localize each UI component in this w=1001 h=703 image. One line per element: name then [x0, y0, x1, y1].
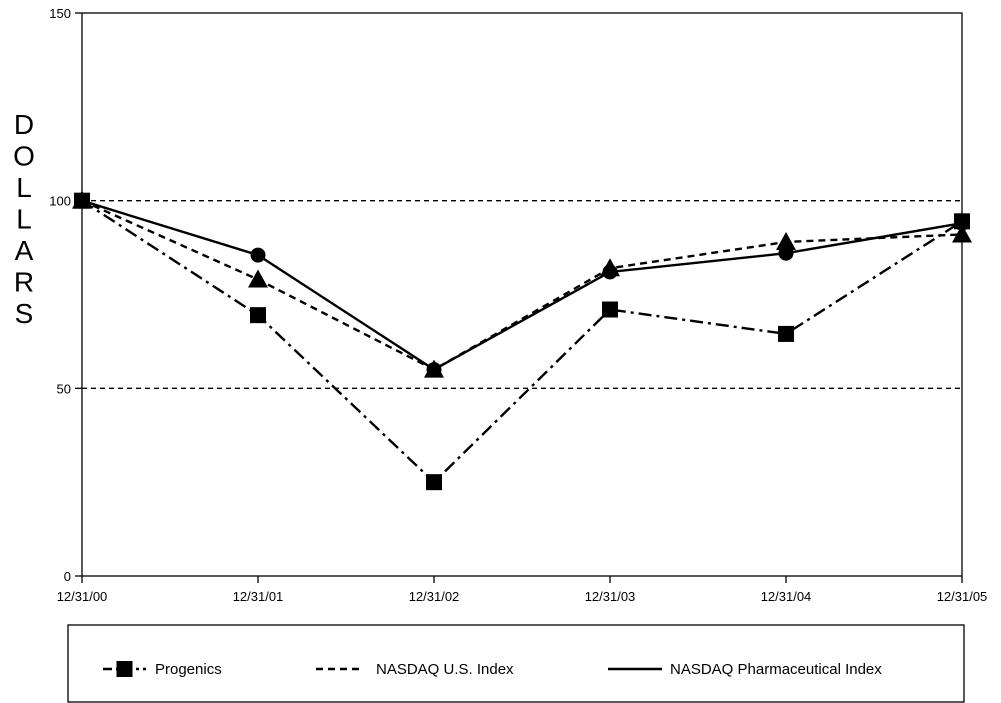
legend-label: NASDAQ Pharmaceutical Index [670, 661, 882, 678]
x-tick-label: 12/31/02 [409, 589, 460, 604]
data-point-circle [778, 245, 794, 261]
series-line [81, 199, 963, 484]
y-tick-label: 0 [64, 569, 71, 584]
series-0 [74, 192, 970, 491]
x-axis-ticks: 12/31/00 12/31/01 12/31/02 12/31/03 12/31/04… [57, 576, 988, 604]
data-point-square [778, 325, 794, 342]
data-point-triangle [248, 269, 268, 288]
legend-item-1: NASDAQ U.S. Index [316, 661, 514, 678]
legend-item-2: NASDAQ Pharmaceutical Index [608, 661, 882, 678]
series-line [81, 199, 963, 371]
legend-box [67, 624, 965, 703]
plot-area-frame [81, 12, 963, 577]
data-point-square [426, 474, 442, 491]
series-line [81, 199, 963, 371]
x-tick-label: 12/31/04 [761, 589, 812, 604]
series-1 [72, 190, 972, 378]
y-tick-label: 150 [49, 6, 71, 21]
series-layer [72, 190, 972, 491]
data-point-circle [426, 362, 442, 378]
x-tick-label: 12/31/01 [233, 589, 284, 604]
data-point-square [250, 307, 266, 324]
x-tick-label: 12/31/00 [57, 589, 108, 604]
data-point-triangle [776, 231, 796, 250]
data-point-circle [602, 264, 618, 280]
legend-marker-square [116, 661, 133, 677]
y-axis-ticks: 0 50 100 150 [49, 6, 82, 584]
y-tick-label: 100 [49, 194, 71, 209]
gridlines [82, 200, 962, 389]
series-2 [74, 193, 970, 378]
legend-label: NASDAQ U.S. Index [376, 661, 514, 678]
data-point-circle [250, 247, 266, 263]
data-point-circle [954, 215, 970, 231]
x-tick-label: 12/31/03 [585, 589, 636, 604]
data-point-square [602, 301, 618, 318]
data-point-triangle [952, 224, 972, 243]
x-tick-label: 12/31/05 [937, 589, 988, 604]
legend-label: Progenics [155, 661, 222, 678]
y-tick-label: 50 [57, 381, 71, 396]
legend-item-0: Progenics [103, 661, 222, 678]
data-point-circle [74, 193, 90, 209]
legend: Progenics NASDAQ U.S. Index NASDAQ Pharmac… [103, 661, 882, 678]
